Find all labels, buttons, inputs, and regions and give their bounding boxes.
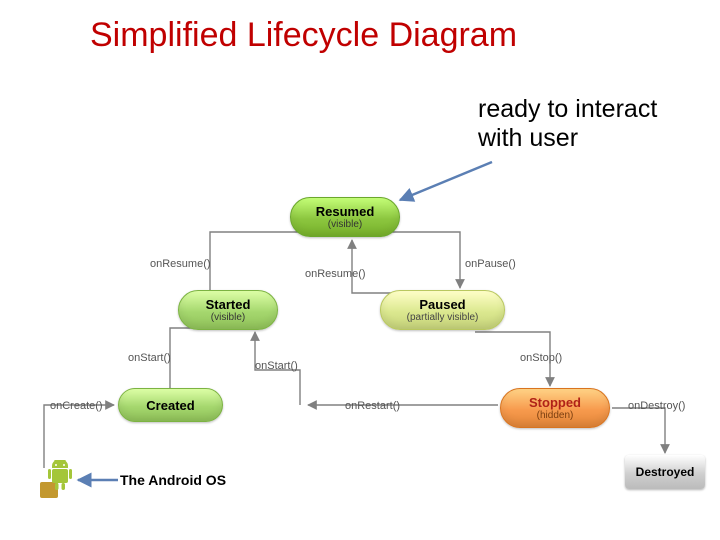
edge-label-onDestroy: onDestroy() [628,400,685,412]
node-paused-title: Paused [419,297,465,312]
edge-label-onRestart: onRestart() [345,400,400,412]
edge-label-onStart2: onStart() [255,360,298,372]
edge-onCreate [44,405,114,468]
edge-label-onResume2: onResume() [305,268,366,280]
edge-onDestroy [612,408,665,453]
node-resumed-title: Resumed [316,204,375,219]
edge-label-onStop: onStop() [520,352,562,364]
node-destroyed-title: Destroyed [636,465,695,479]
node-resumed: Resumed (visible) [290,197,400,237]
node-stopped: Stopped (hidden) [500,388,610,428]
node-created-title: Created [146,398,194,413]
edge-onResume2 [352,240,400,293]
node-destroyed: Destroyed [625,455,705,489]
edge-label-onPause: onPause() [465,258,516,270]
node-started-sub: (visible) [211,312,245,323]
annotation-ready: ready to interact with user [478,95,657,153]
node-stopped-sub: (hidden) [537,410,574,421]
edge-label-onCreate: onCreate() [50,400,103,412]
android-icon [38,460,74,500]
edge-label-onResume1: onResume() [150,258,211,270]
node-started-title: Started [206,297,251,312]
page-title: Simplified Lifecycle Diagram [90,16,517,55]
annotation-android-os: The Android OS [120,472,226,488]
edge-label-onStart1: onStart() [128,352,171,364]
annotation-arrow-ready-ptr [400,162,492,200]
node-resumed-sub: (visible) [328,219,362,230]
node-started: Started (visible) [178,290,278,330]
node-created: Created [118,388,223,422]
node-stopped-title: Stopped [529,395,581,410]
node-paused-sub: (partially visible) [407,312,479,323]
node-paused: Paused (partially visible) [380,290,505,330]
